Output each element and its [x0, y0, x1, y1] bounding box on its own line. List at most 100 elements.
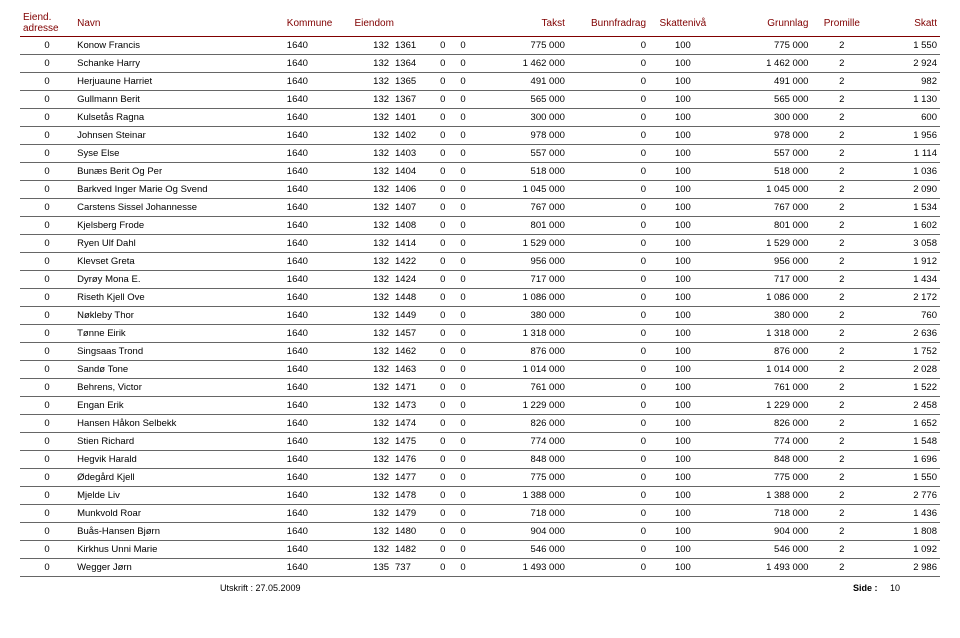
cell-navn: Engan Erik	[74, 397, 284, 415]
cell-bunn: 0	[568, 505, 649, 523]
cell-navn: Behrens, Victor	[74, 379, 284, 397]
cell-kommune: 1640	[284, 487, 352, 505]
cell-prom: 2	[811, 253, 872, 271]
cell-e4: 0	[453, 73, 473, 91]
cell-e3: 0	[433, 487, 453, 505]
cell-e2: 1361	[392, 37, 433, 55]
cell-grunn: 565 000	[717, 91, 812, 109]
cell-navn: Schanke Harry	[74, 55, 284, 73]
cell-eiend: 0	[20, 397, 74, 415]
cell-takst: 300 000	[473, 109, 568, 127]
cell-e2: 1414	[392, 235, 433, 253]
table-row: 0Nøkleby Thor1640132144900380 0000100380…	[20, 307, 940, 325]
cell-eiend: 0	[20, 37, 74, 55]
cell-skatt: 1 696	[872, 451, 940, 469]
cell-e2: 1474	[392, 415, 433, 433]
cell-bunn: 0	[568, 541, 649, 559]
cell-e3: 0	[433, 397, 453, 415]
cell-skatt: 760	[872, 307, 940, 325]
cell-prom: 2	[811, 469, 872, 487]
cell-e3: 0	[433, 127, 453, 145]
cell-kommune: 1640	[284, 307, 352, 325]
cell-skniv: 100	[649, 37, 717, 55]
cell-eiend: 0	[20, 163, 74, 181]
cell-skatt: 1 912	[872, 253, 940, 271]
cell-e4: 0	[453, 145, 473, 163]
cell-skniv: 100	[649, 379, 717, 397]
cell-grunn: 1 462 000	[717, 55, 812, 73]
cell-kommune: 1640	[284, 505, 352, 523]
cell-eiend: 0	[20, 433, 74, 451]
col-bunnfradrag: Bunnfradrag	[568, 10, 649, 37]
table-row: 0Singsaas Trond1640132146200876 00001008…	[20, 343, 940, 361]
cell-e3: 0	[433, 559, 453, 577]
cell-eiend: 0	[20, 379, 74, 397]
cell-grunn: 518 000	[717, 163, 812, 181]
cell-prom: 2	[811, 217, 872, 235]
cell-eiend: 0	[20, 181, 74, 199]
cell-e2: 1402	[392, 127, 433, 145]
cell-navn: Munkvold Roar	[74, 505, 284, 523]
cell-e1: 132	[351, 145, 392, 163]
cell-takst: 1 014 000	[473, 361, 568, 379]
cell-grunn: 491 000	[717, 73, 812, 91]
cell-navn: Konow Francis	[74, 37, 284, 55]
print-date: Utskrift : 27.05.2009	[220, 583, 301, 593]
cell-bunn: 0	[568, 451, 649, 469]
cell-e1: 132	[351, 451, 392, 469]
cell-e4: 0	[453, 505, 473, 523]
cell-kommune: 1640	[284, 541, 352, 559]
cell-skatt: 1 602	[872, 217, 940, 235]
cell-e4: 0	[453, 37, 473, 55]
cell-e4: 0	[453, 289, 473, 307]
cell-grunn: 774 000	[717, 433, 812, 451]
cell-e2: 1462	[392, 343, 433, 361]
cell-skniv: 100	[649, 343, 717, 361]
cell-bunn: 0	[568, 91, 649, 109]
cell-e3: 0	[433, 505, 453, 523]
cell-e2: 1404	[392, 163, 433, 181]
cell-prom: 2	[811, 181, 872, 199]
cell-bunn: 0	[568, 559, 649, 577]
cell-takst: 1 045 000	[473, 181, 568, 199]
table-row: 0Gullmann Berit1640132136700565 00001005…	[20, 91, 940, 109]
cell-skatt: 2 090	[872, 181, 940, 199]
cell-e1: 132	[351, 325, 392, 343]
cell-e1: 132	[351, 163, 392, 181]
cell-kommune: 1640	[284, 55, 352, 73]
cell-e3: 0	[433, 379, 453, 397]
table-row: 0Munkvold Roar1640132147900718 000010071…	[20, 505, 940, 523]
cell-navn: Tønne Eirik	[74, 325, 284, 343]
table-row: 0Johnsen Steinar1640132140200978 0000100…	[20, 127, 940, 145]
page-footer: Utskrift : 27.05.2009 Side : 10	[20, 583, 940, 593]
cell-e4: 0	[453, 325, 473, 343]
cell-e4: 0	[453, 523, 473, 541]
cell-e1: 132	[351, 397, 392, 415]
cell-navn: Bunæs Berit Og Per	[74, 163, 284, 181]
cell-skniv: 100	[649, 91, 717, 109]
cell-kommune: 1640	[284, 433, 352, 451]
cell-eiend: 0	[20, 487, 74, 505]
cell-bunn: 0	[568, 361, 649, 379]
cell-e1: 132	[351, 487, 392, 505]
cell-e3: 0	[433, 253, 453, 271]
table-row: 0Ryen Ulf Dahl16401321414001 529 0000100…	[20, 235, 940, 253]
cell-e4: 0	[453, 559, 473, 577]
cell-e1: 132	[351, 541, 392, 559]
cell-navn: Sandø Tone	[74, 361, 284, 379]
cell-navn: Barkved Inger Marie Og Svend	[74, 181, 284, 199]
col-eiend: Eiend. adresse	[20, 10, 74, 37]
cell-navn: Johnsen Steinar	[74, 127, 284, 145]
cell-eiend: 0	[20, 127, 74, 145]
cell-e4: 0	[453, 217, 473, 235]
cell-eiend: 0	[20, 289, 74, 307]
cell-skatt: 1 550	[872, 37, 940, 55]
cell-takst: 801 000	[473, 217, 568, 235]
cell-eiend: 0	[20, 145, 74, 163]
cell-e3: 0	[433, 181, 453, 199]
cell-e4: 0	[453, 307, 473, 325]
cell-e2: 1475	[392, 433, 433, 451]
cell-e1: 132	[351, 109, 392, 127]
cell-skniv: 100	[649, 451, 717, 469]
cell-e2: 1478	[392, 487, 433, 505]
